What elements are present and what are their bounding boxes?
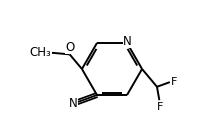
Text: N: N (123, 35, 132, 48)
Text: N: N (69, 97, 78, 110)
Text: F: F (171, 77, 178, 87)
Text: O: O (65, 41, 74, 54)
Text: F: F (156, 102, 163, 112)
Text: CH₃: CH₃ (29, 46, 51, 59)
